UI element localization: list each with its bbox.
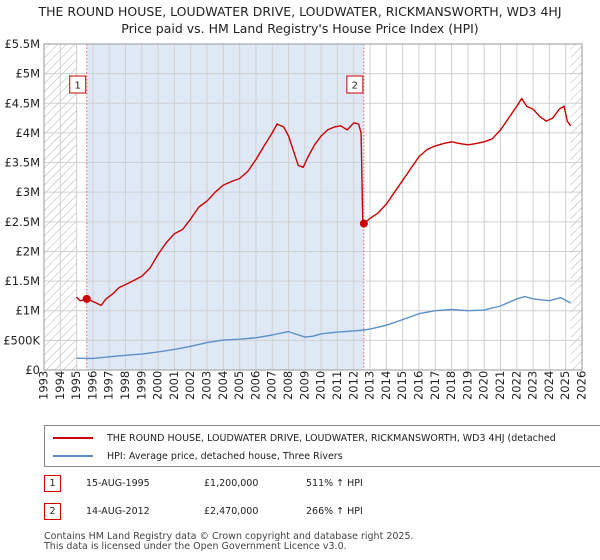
x-tick-label: 1997 (102, 371, 116, 400)
sale-row: 1 15-AUG-1995 £1,200,000 511% ↑ HPI (44, 475, 600, 495)
x-tick-label: 2021 (493, 371, 507, 400)
x-tick-label: 2020 (477, 371, 491, 400)
x-tick-label: 2018 (444, 371, 458, 400)
y-tick-label: £1M (15, 304, 40, 318)
chart-title-line1: THE ROUND HOUSE, LOUDWATER DRIVE, LOUDWA… (38, 4, 562, 19)
hatch-region-after (570, 44, 582, 370)
x-tick-label: 2014 (379, 371, 393, 400)
y-tick-label: £4M (15, 126, 40, 140)
series-line-property (76, 97, 572, 307)
x-tick-label: 2010 (314, 371, 328, 400)
footer-attribution: Contains HM Land Registry data © Crown c… (44, 532, 414, 552)
x-tick-label: 2013 (363, 371, 377, 400)
y-tick-label: £5M (15, 67, 40, 81)
sale-point (82, 294, 91, 303)
x-tick-label: 2016 (411, 371, 425, 400)
sale-price: £1,200,000 (204, 478, 259, 489)
chart-legend: THE ROUND HOUSE, LOUDWATER DRIVE, LOUDWA… (44, 425, 600, 467)
x-tick-label: 1999 (134, 371, 148, 400)
x-tick-label: 2015 (395, 371, 409, 400)
sale-row: 2 14-AUG-2012 £2,470,000 266% ↑ HPI (44, 503, 600, 523)
x-tick-label: 1995 (69, 371, 83, 400)
ownership-shading (86, 44, 364, 370)
y-tick-label: £5.5M (4, 37, 40, 51)
legend-item-hpi: HPI: Average price, detached house, Thre… (53, 448, 343, 464)
sale-date: 15-AUG-1995 (86, 478, 150, 489)
y-tick-label: £3M (15, 185, 40, 199)
x-tick-label: 2026 (575, 371, 589, 400)
x-tick-label: 2000 (151, 371, 165, 400)
y-tick-label: £500K (3, 333, 40, 347)
x-tick-label: 2023 (526, 371, 540, 400)
x-tick-label: 2012 (346, 371, 360, 400)
y-tick-label: £1.5M (4, 274, 40, 288)
y-tick-label: £0 (25, 363, 40, 377)
x-tick-label: 1994 (53, 371, 67, 400)
sale-marker-box (346, 75, 364, 94)
chart-title-line2: Price paid vs. HM Land Registry's House … (121, 21, 479, 36)
x-tick-label: 2007 (265, 371, 279, 400)
legend-swatch-hpi (53, 455, 93, 457)
sale-date: 14-AUG-2012 (86, 506, 150, 517)
x-tick-label: 2008 (281, 371, 295, 400)
y-tick-label: £2.5M (4, 215, 40, 229)
sale-hpi-change: 511% ↑ HPI (306, 478, 363, 489)
series-line-hpi (76, 295, 571, 360)
sale-badge: 2 (44, 503, 61, 520)
footer-line: Contains HM Land Registry data © Crown c… (44, 531, 414, 542)
x-tick-label: 2025 (558, 371, 572, 400)
x-tick-label: 2004 (216, 371, 230, 400)
y-tick-label: £2M (15, 244, 40, 258)
x-tick-label: 2019 (460, 371, 474, 400)
x-tick-label: 2003 (200, 371, 214, 400)
x-tick-label: 1998 (118, 371, 132, 400)
x-tick-label: 2017 (428, 371, 442, 400)
x-tick-label: 2009 (297, 371, 311, 400)
plot-border (43, 43, 583, 371)
footer-line: This data is licensed under the Open Gov… (44, 541, 347, 552)
price-chart: 1 2 £0 £500K £1M £1.5M £2M £2.5M £3M £3.5M £4M £4.… (3, 37, 589, 400)
x-tick-label: 1993 (37, 371, 51, 400)
legend-swatch-property (53, 437, 93, 439)
sale-point (359, 219, 368, 228)
legend-item-property: THE ROUND HOUSE, LOUDWATER DRIVE, LOUDWA… (53, 430, 556, 446)
x-tick-label: 2006 (248, 371, 262, 400)
x-tick-label: 2001 (167, 371, 181, 400)
sale-badge: 1 (44, 475, 61, 492)
x-tick-label: 2011 (330, 371, 344, 400)
y-tick-label: £4.5M (4, 96, 40, 110)
sale-marker-box (69, 75, 87, 94)
sale-hpi-change: 266% ↑ HPI (306, 506, 363, 517)
x-tick-label: 2005 (232, 371, 246, 400)
x-tick-label: 2022 (509, 371, 523, 400)
x-tick-label: 1996 (85, 371, 99, 400)
x-tick-label: 2002 (183, 371, 197, 400)
sale-price: £2,470,000 (204, 506, 259, 517)
legend-label-property: THE ROUND HOUSE, LOUDWATER DRIVE, LOUDWA… (107, 432, 556, 444)
sale-marker-label: 2 (352, 81, 358, 92)
x-tick-label: 2024 (542, 371, 556, 400)
sale-marker-label: 1 (75, 81, 81, 92)
y-tick-label: £3.5M (4, 156, 40, 170)
legend-label-hpi: HPI: Average price, detached house, Thre… (107, 450, 343, 462)
